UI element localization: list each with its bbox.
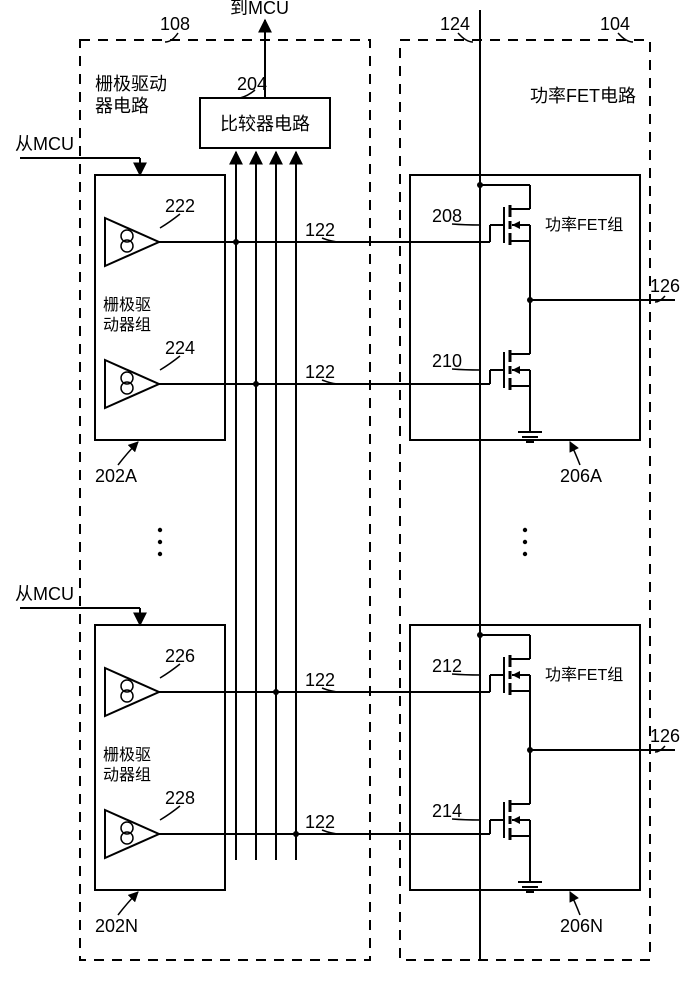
ref-210: 210: [432, 351, 462, 371]
power-fet-title: 功率FET电路: [530, 86, 636, 106]
ref-122-2: 122: [305, 362, 335, 382]
ref-228: 228: [165, 788, 195, 808]
ref-204: 204: [237, 74, 267, 94]
ref-104: 104: [600, 14, 630, 34]
gate-driver-title-line2: 器电路: [95, 96, 149, 116]
ref-122-1: 122: [305, 220, 335, 240]
ref-226: 226: [165, 646, 195, 666]
driver-group-n-title-1: 栅极驱: [103, 746, 151, 764]
ref-126-a: 126: [650, 276, 680, 296]
leader-202A: [118, 442, 138, 465]
label-from-mcu-1: 从MCU: [15, 134, 74, 154]
leader-206A: [570, 442, 580, 465]
ref-202A: 202A: [95, 466, 137, 486]
ref-222: 222: [165, 196, 195, 216]
fet-group-n-title: 功率FET组: [545, 666, 623, 684]
ref-212: 212: [432, 656, 462, 676]
driver-group-a-title-2: 动器组: [103, 316, 151, 334]
ref-206A: 206A: [560, 466, 602, 486]
ref-122-3: 122: [305, 670, 335, 690]
vdots-fets: [523, 528, 527, 556]
circuit-diagram: 栅极驱动 器电路 功率FET电路 108 104 124 比较器电路 204 到…: [0, 0, 681, 1000]
label-from-mcu-2: 从MCU: [15, 584, 74, 604]
gate-driver-title-line1: 栅极驱动: [95, 74, 167, 94]
ref-122-4: 122: [305, 812, 335, 832]
ref-208: 208: [432, 206, 462, 226]
comparator-label: 比较器电路: [220, 114, 310, 134]
ref-126-n: 126: [650, 726, 680, 746]
driver-group-a-title-1: 栅极驱: [103, 296, 151, 314]
leader-202N: [118, 892, 138, 915]
ref-206N: 206N: [560, 916, 603, 936]
ref-202N: 202N: [95, 916, 138, 936]
leader-206N: [570, 892, 580, 915]
vdots-drivers: [158, 528, 162, 556]
driver-group-n-title-2: 动器组: [103, 766, 151, 784]
ref-224: 224: [165, 338, 195, 358]
ref-214: 214: [432, 801, 462, 821]
ref-108: 108: [160, 14, 190, 34]
ref-124: 124: [440, 14, 470, 34]
fet-group-a-title: 功率FET组: [545, 216, 623, 234]
label-to-mcu: 到MCU: [230, 0, 289, 18]
